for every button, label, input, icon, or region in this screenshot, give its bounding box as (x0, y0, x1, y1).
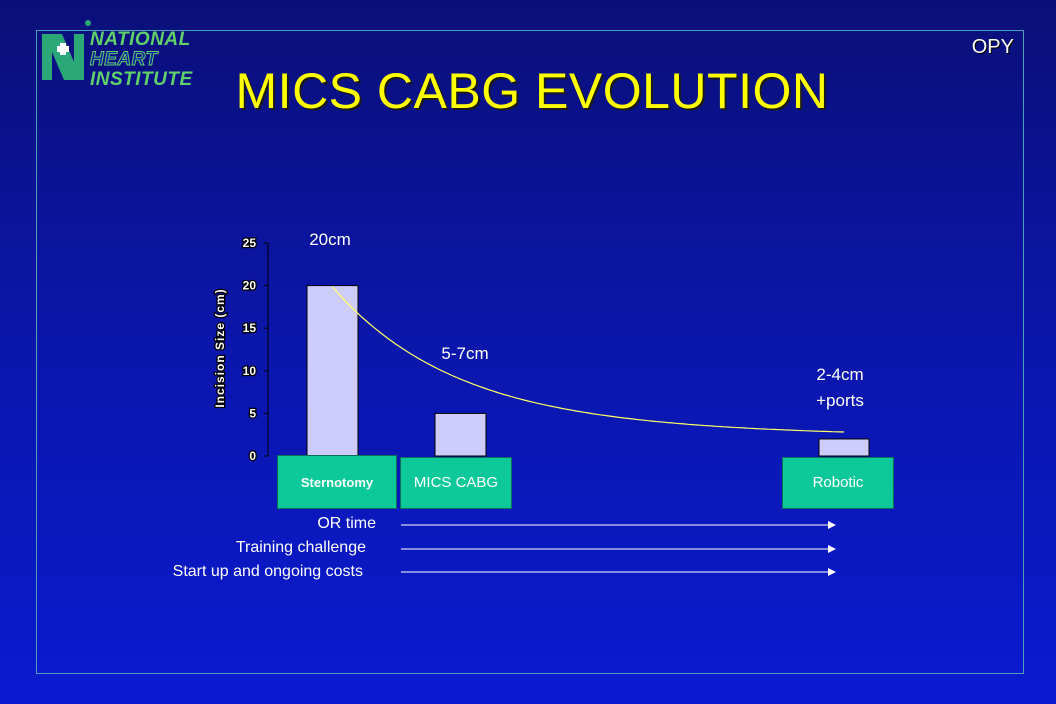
y-tick-label: 5 (249, 406, 256, 420)
trend-curve (331, 286, 845, 433)
bar-label-mics-cabg: 5-7cm (441, 344, 489, 363)
logo-dot-icon (85, 20, 91, 26)
category-box-mics-cabg: MICS CABG (400, 457, 512, 509)
y-tick-label: 20 (243, 279, 257, 293)
y-axis-label: Incision Size (cm) (213, 288, 227, 407)
logo-n-mark-icon (42, 34, 84, 80)
national-heart-institute-logo: NATIONAL HEART INSTITUTE (38, 18, 192, 90)
category-box-robotic: Robotic (782, 457, 894, 509)
category-box-sternotomy: Sternotomy (277, 455, 397, 509)
bar-label-sternotomy: 20cm (309, 230, 351, 249)
arrow-label-startup-costs: Start up and ongoing costs (172, 563, 363, 580)
arrow-label-training-challenge: Training challenge (235, 539, 366, 556)
bar-sternotomy (306, 285, 359, 457)
bar-label-robotic: 2-4cm +ports (816, 365, 864, 410)
logo-line-3: INSTITUTE (90, 69, 193, 90)
y-tick-label: 25 (243, 236, 257, 250)
y-tick-label: 15 (243, 321, 257, 335)
slide-title: MICS CABG EVOLUTION (235, 63, 829, 119)
logo-text: NATIONAL HEART INSTITUTE (90, 30, 193, 90)
bar-robotic (818, 438, 870, 457)
slide-frame (36, 30, 1024, 674)
logo-line-2: HEART (90, 49, 158, 70)
arrow-label-or-time: OR time (317, 515, 376, 532)
logo-line-1: NATIONAL (90, 29, 191, 50)
corner-text: OPY (971, 36, 1014, 58)
y-tick-label: 10 (243, 364, 257, 378)
bar-mics-cabg (434, 412, 487, 457)
y-tick-label: 0 (249, 449, 256, 463)
